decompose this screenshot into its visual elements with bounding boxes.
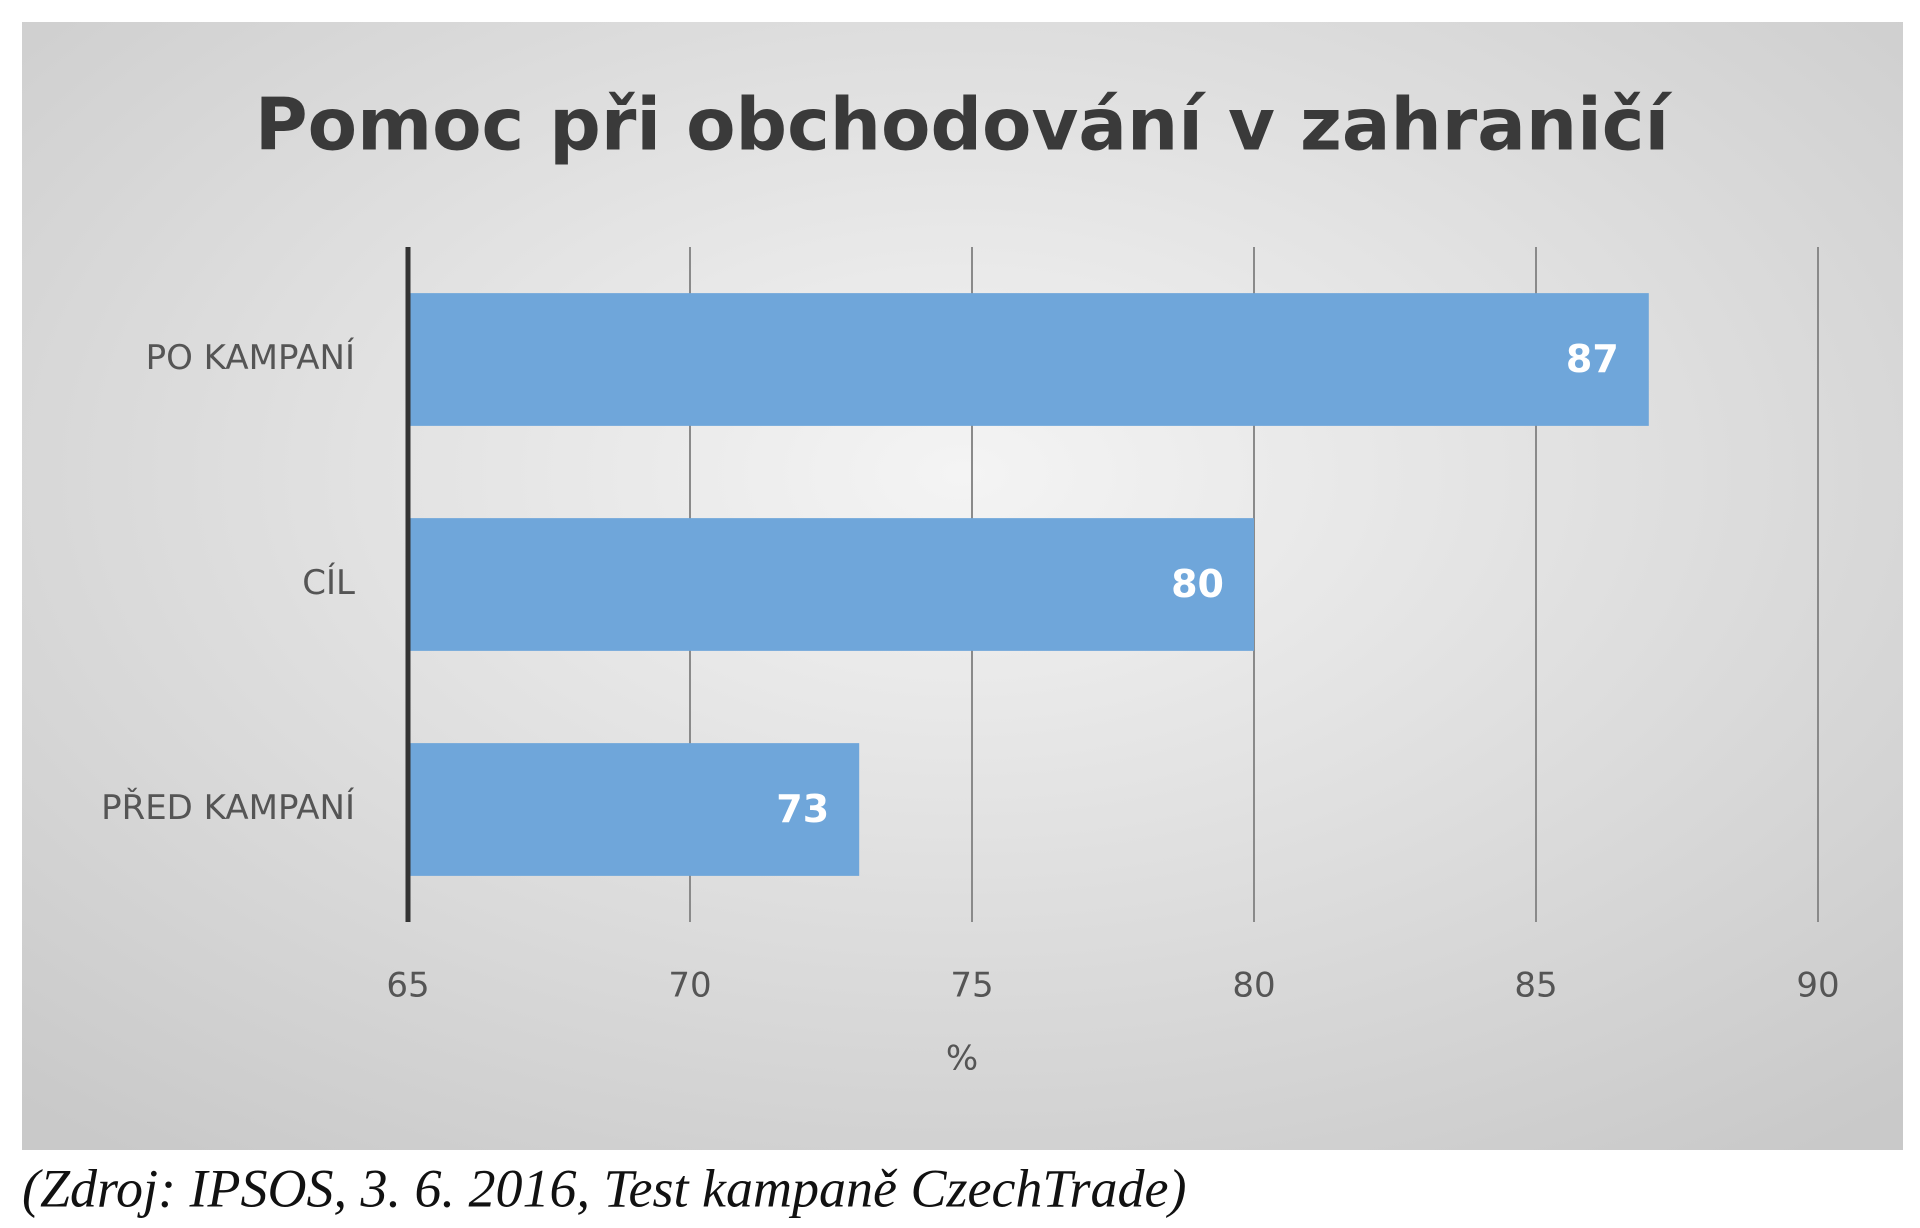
source-caption: (Zdroj: IPSOS, 3. 6. 2016, Test kampaně … (22, 1158, 1186, 1218)
bar (408, 518, 1254, 651)
bar (408, 743, 860, 876)
chart-title: Pomoc při obchodování v zahraničí (255, 83, 1673, 167)
y-tick-label: PŘED KAMPANÍ (101, 787, 355, 828)
x-tick-label: 80 (1232, 966, 1275, 1006)
value-label: 73 (776, 787, 829, 831)
x-axis-label: % (946, 1039, 978, 1079)
x-tick-label: 90 (1796, 966, 1839, 1006)
y-tick-label: PO KAMPANÍ (146, 337, 355, 378)
bar (408, 293, 1649, 426)
x-tick-label: 75 (950, 966, 993, 1006)
x-tick-label: 85 (1514, 966, 1557, 1006)
x-tick-label: 70 (668, 966, 711, 1006)
y-tick-label: CÍL (302, 562, 355, 603)
value-label: 87 (1566, 337, 1619, 381)
value-label: 80 (1171, 562, 1224, 606)
x-tick-label: 65 (386, 966, 429, 1006)
